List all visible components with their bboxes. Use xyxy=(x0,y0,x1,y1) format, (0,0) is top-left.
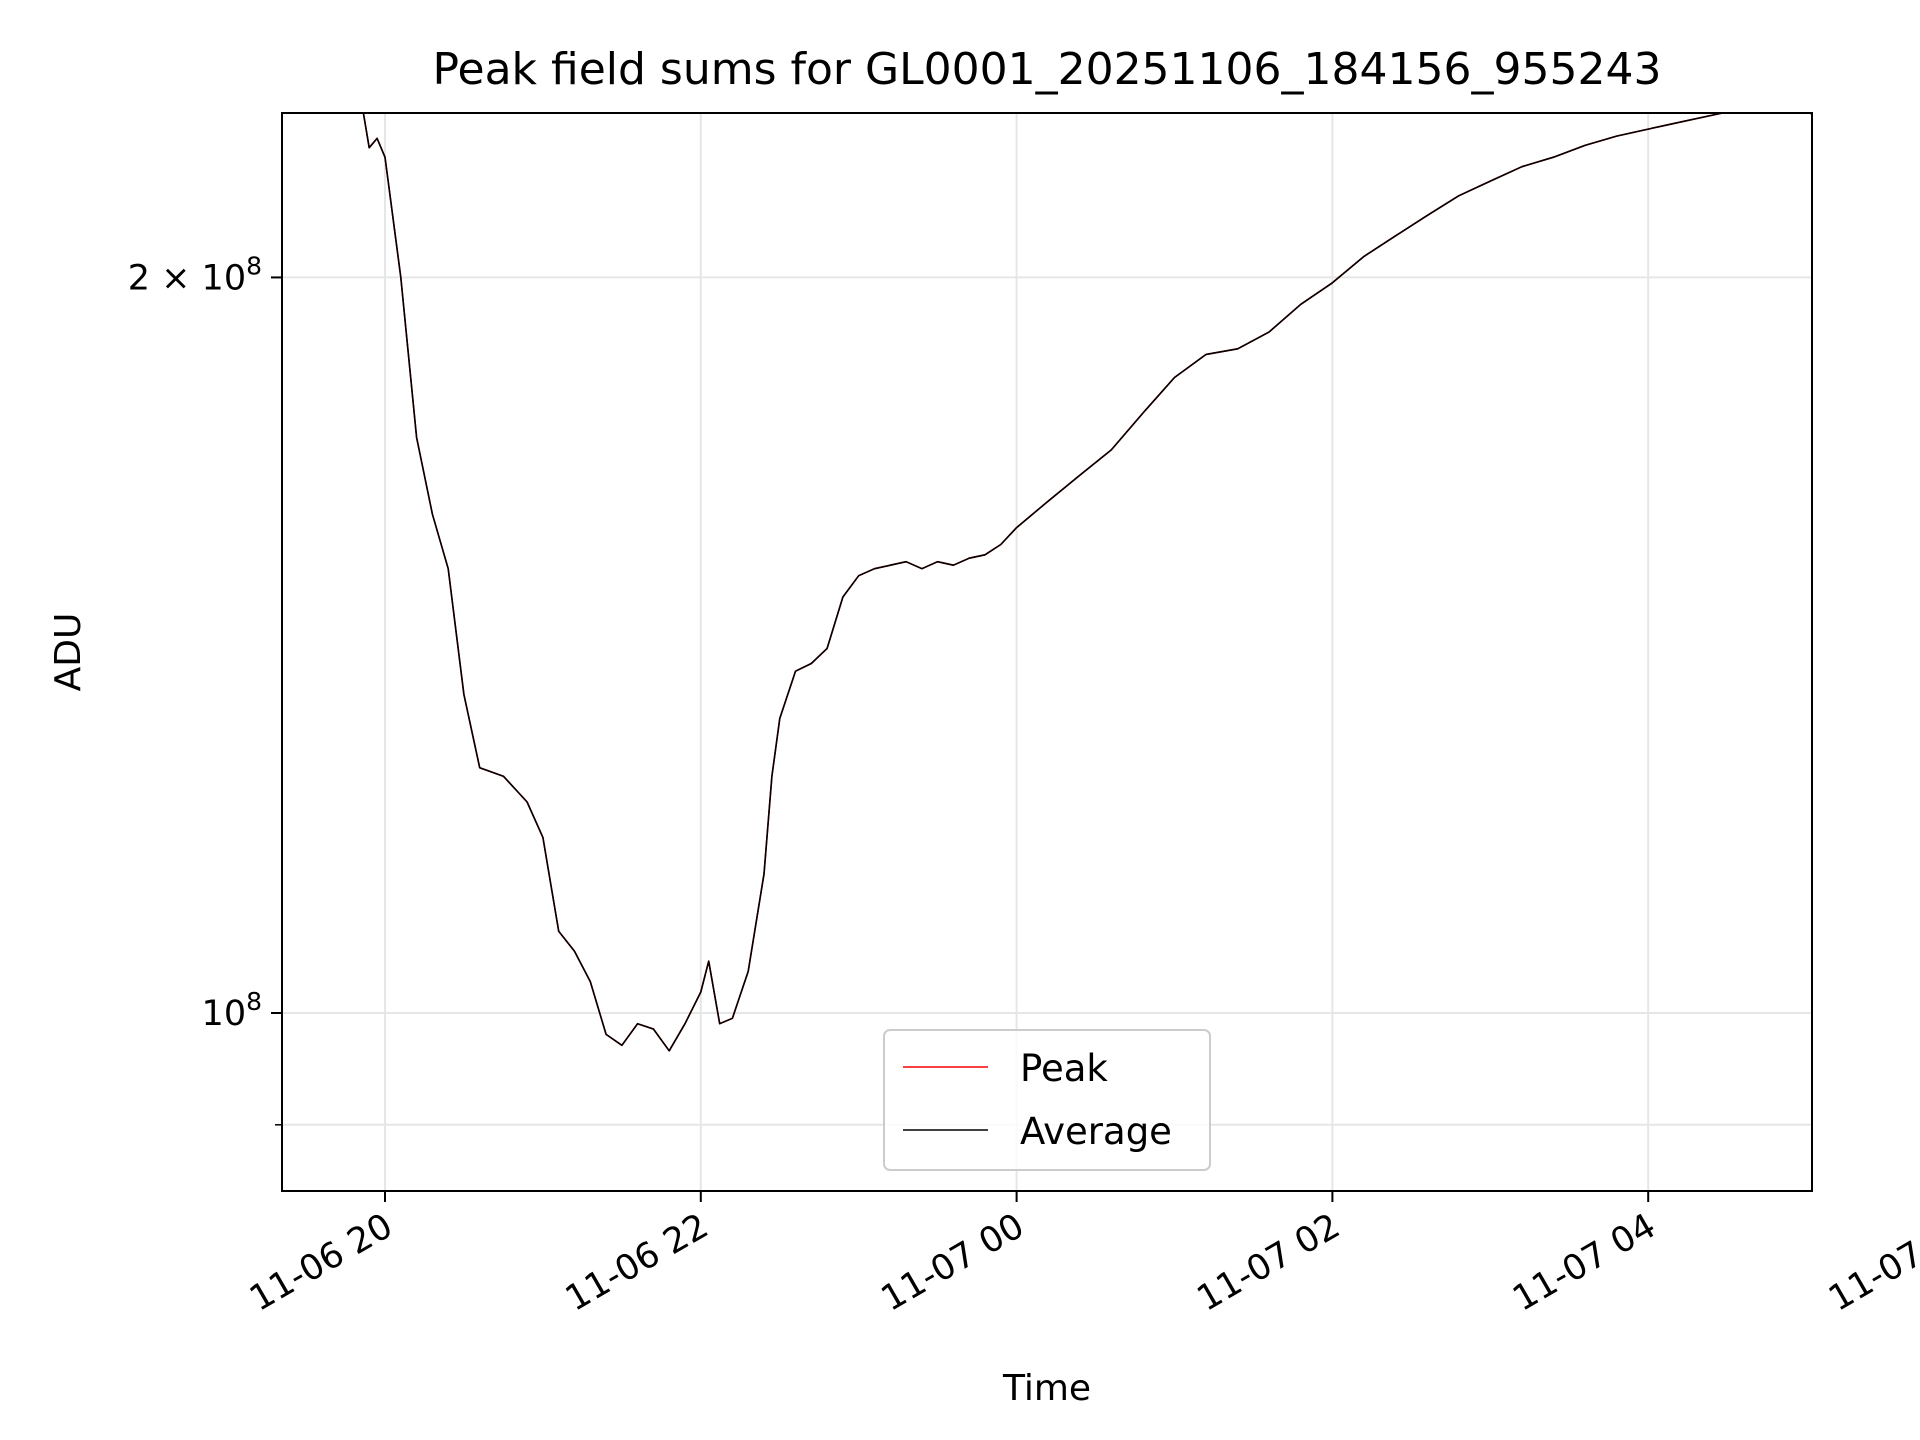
y-tick-label: 2 × 108 xyxy=(128,251,262,298)
chart-title: Peak field sums for GL0001_20251106_1841… xyxy=(433,44,1662,95)
plot-frame xyxy=(281,112,1813,1192)
legend-label-average: Average xyxy=(1020,1110,1172,1153)
y-axis-label: ADU xyxy=(48,613,89,692)
y-axis: 2 × 108 108 xyxy=(128,251,282,1126)
grid xyxy=(282,113,1812,1191)
series-line-average xyxy=(362,113,1812,1052)
legend-box xyxy=(883,1029,1211,1171)
series-layer xyxy=(362,113,1812,1052)
y-tick-label: 108 xyxy=(202,987,262,1034)
legend-label-peak: Peak xyxy=(1020,1047,1108,1090)
series-group xyxy=(362,113,1812,1052)
x-axis-label: Time xyxy=(1002,1368,1091,1409)
legend: Peak Average xyxy=(883,1029,1211,1171)
